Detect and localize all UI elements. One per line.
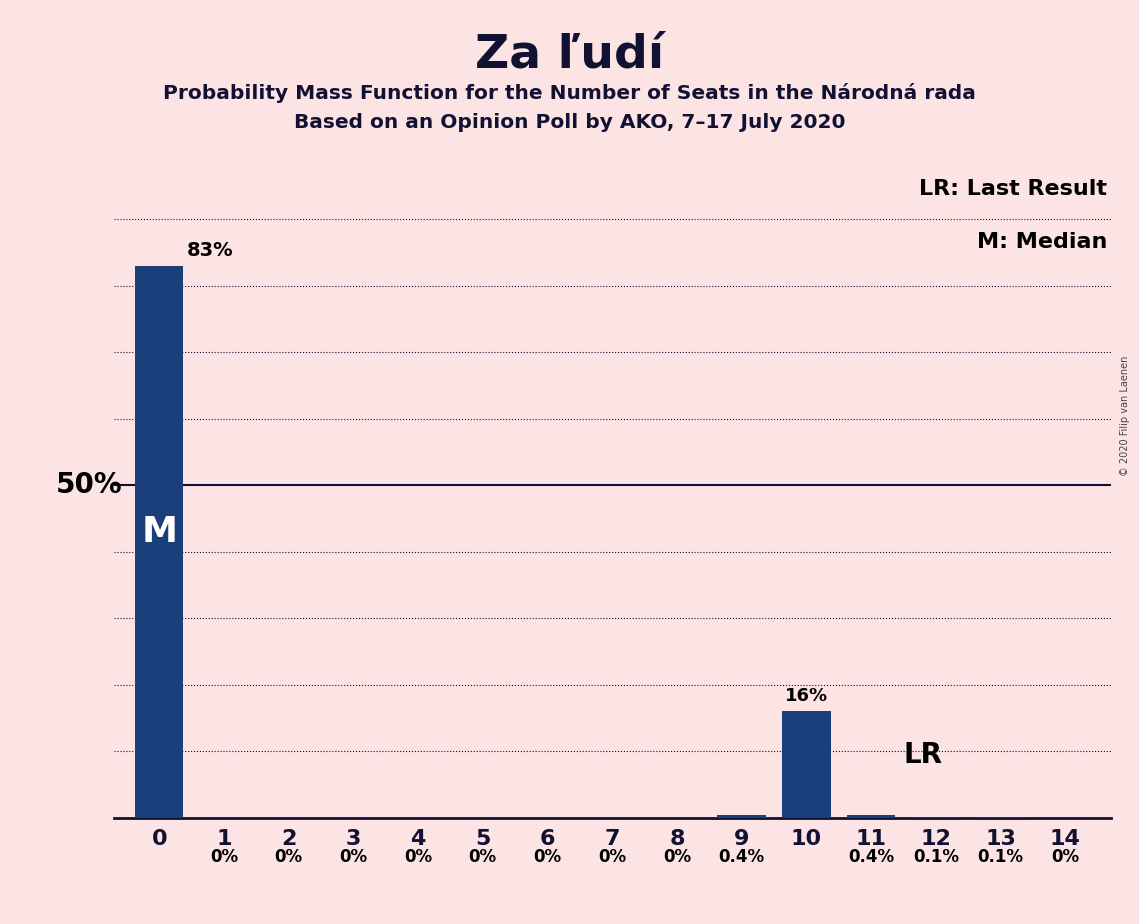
Bar — [846, 815, 895, 818]
Text: 0%: 0% — [469, 847, 497, 866]
Text: Za ľudí: Za ľudí — [475, 32, 664, 78]
Text: LR: LR — [903, 740, 942, 769]
Text: M: Median: M: Median — [977, 232, 1107, 252]
Text: 0%: 0% — [598, 847, 626, 866]
Text: 83%: 83% — [187, 241, 233, 261]
Text: 16%: 16% — [785, 687, 828, 705]
Bar — [134, 265, 183, 818]
Bar — [718, 815, 765, 818]
Bar — [782, 711, 830, 818]
Text: 0%: 0% — [274, 847, 303, 866]
Text: 0%: 0% — [210, 847, 238, 866]
Text: 0%: 0% — [663, 847, 691, 866]
Text: 0%: 0% — [339, 847, 368, 866]
Text: 50%: 50% — [56, 471, 122, 499]
Text: 0.1%: 0.1% — [977, 847, 1024, 866]
Text: 0.1%: 0.1% — [912, 847, 959, 866]
Text: © 2020 Filip van Laenen: © 2020 Filip van Laenen — [1120, 356, 1130, 476]
Text: LR: Last Result: LR: Last Result — [919, 179, 1107, 199]
Text: 0%: 0% — [1051, 847, 1080, 866]
Text: 0%: 0% — [533, 847, 562, 866]
Text: 0%: 0% — [404, 847, 432, 866]
Text: Probability Mass Function for the Number of Seats in the Národná rada: Probability Mass Function for the Number… — [163, 83, 976, 103]
Text: 0.4%: 0.4% — [849, 847, 894, 866]
Text: 0.4%: 0.4% — [719, 847, 764, 866]
Text: Based on an Opinion Poll by AKO, 7–17 July 2020: Based on an Opinion Poll by AKO, 7–17 Ju… — [294, 113, 845, 132]
Text: M: M — [141, 515, 178, 549]
